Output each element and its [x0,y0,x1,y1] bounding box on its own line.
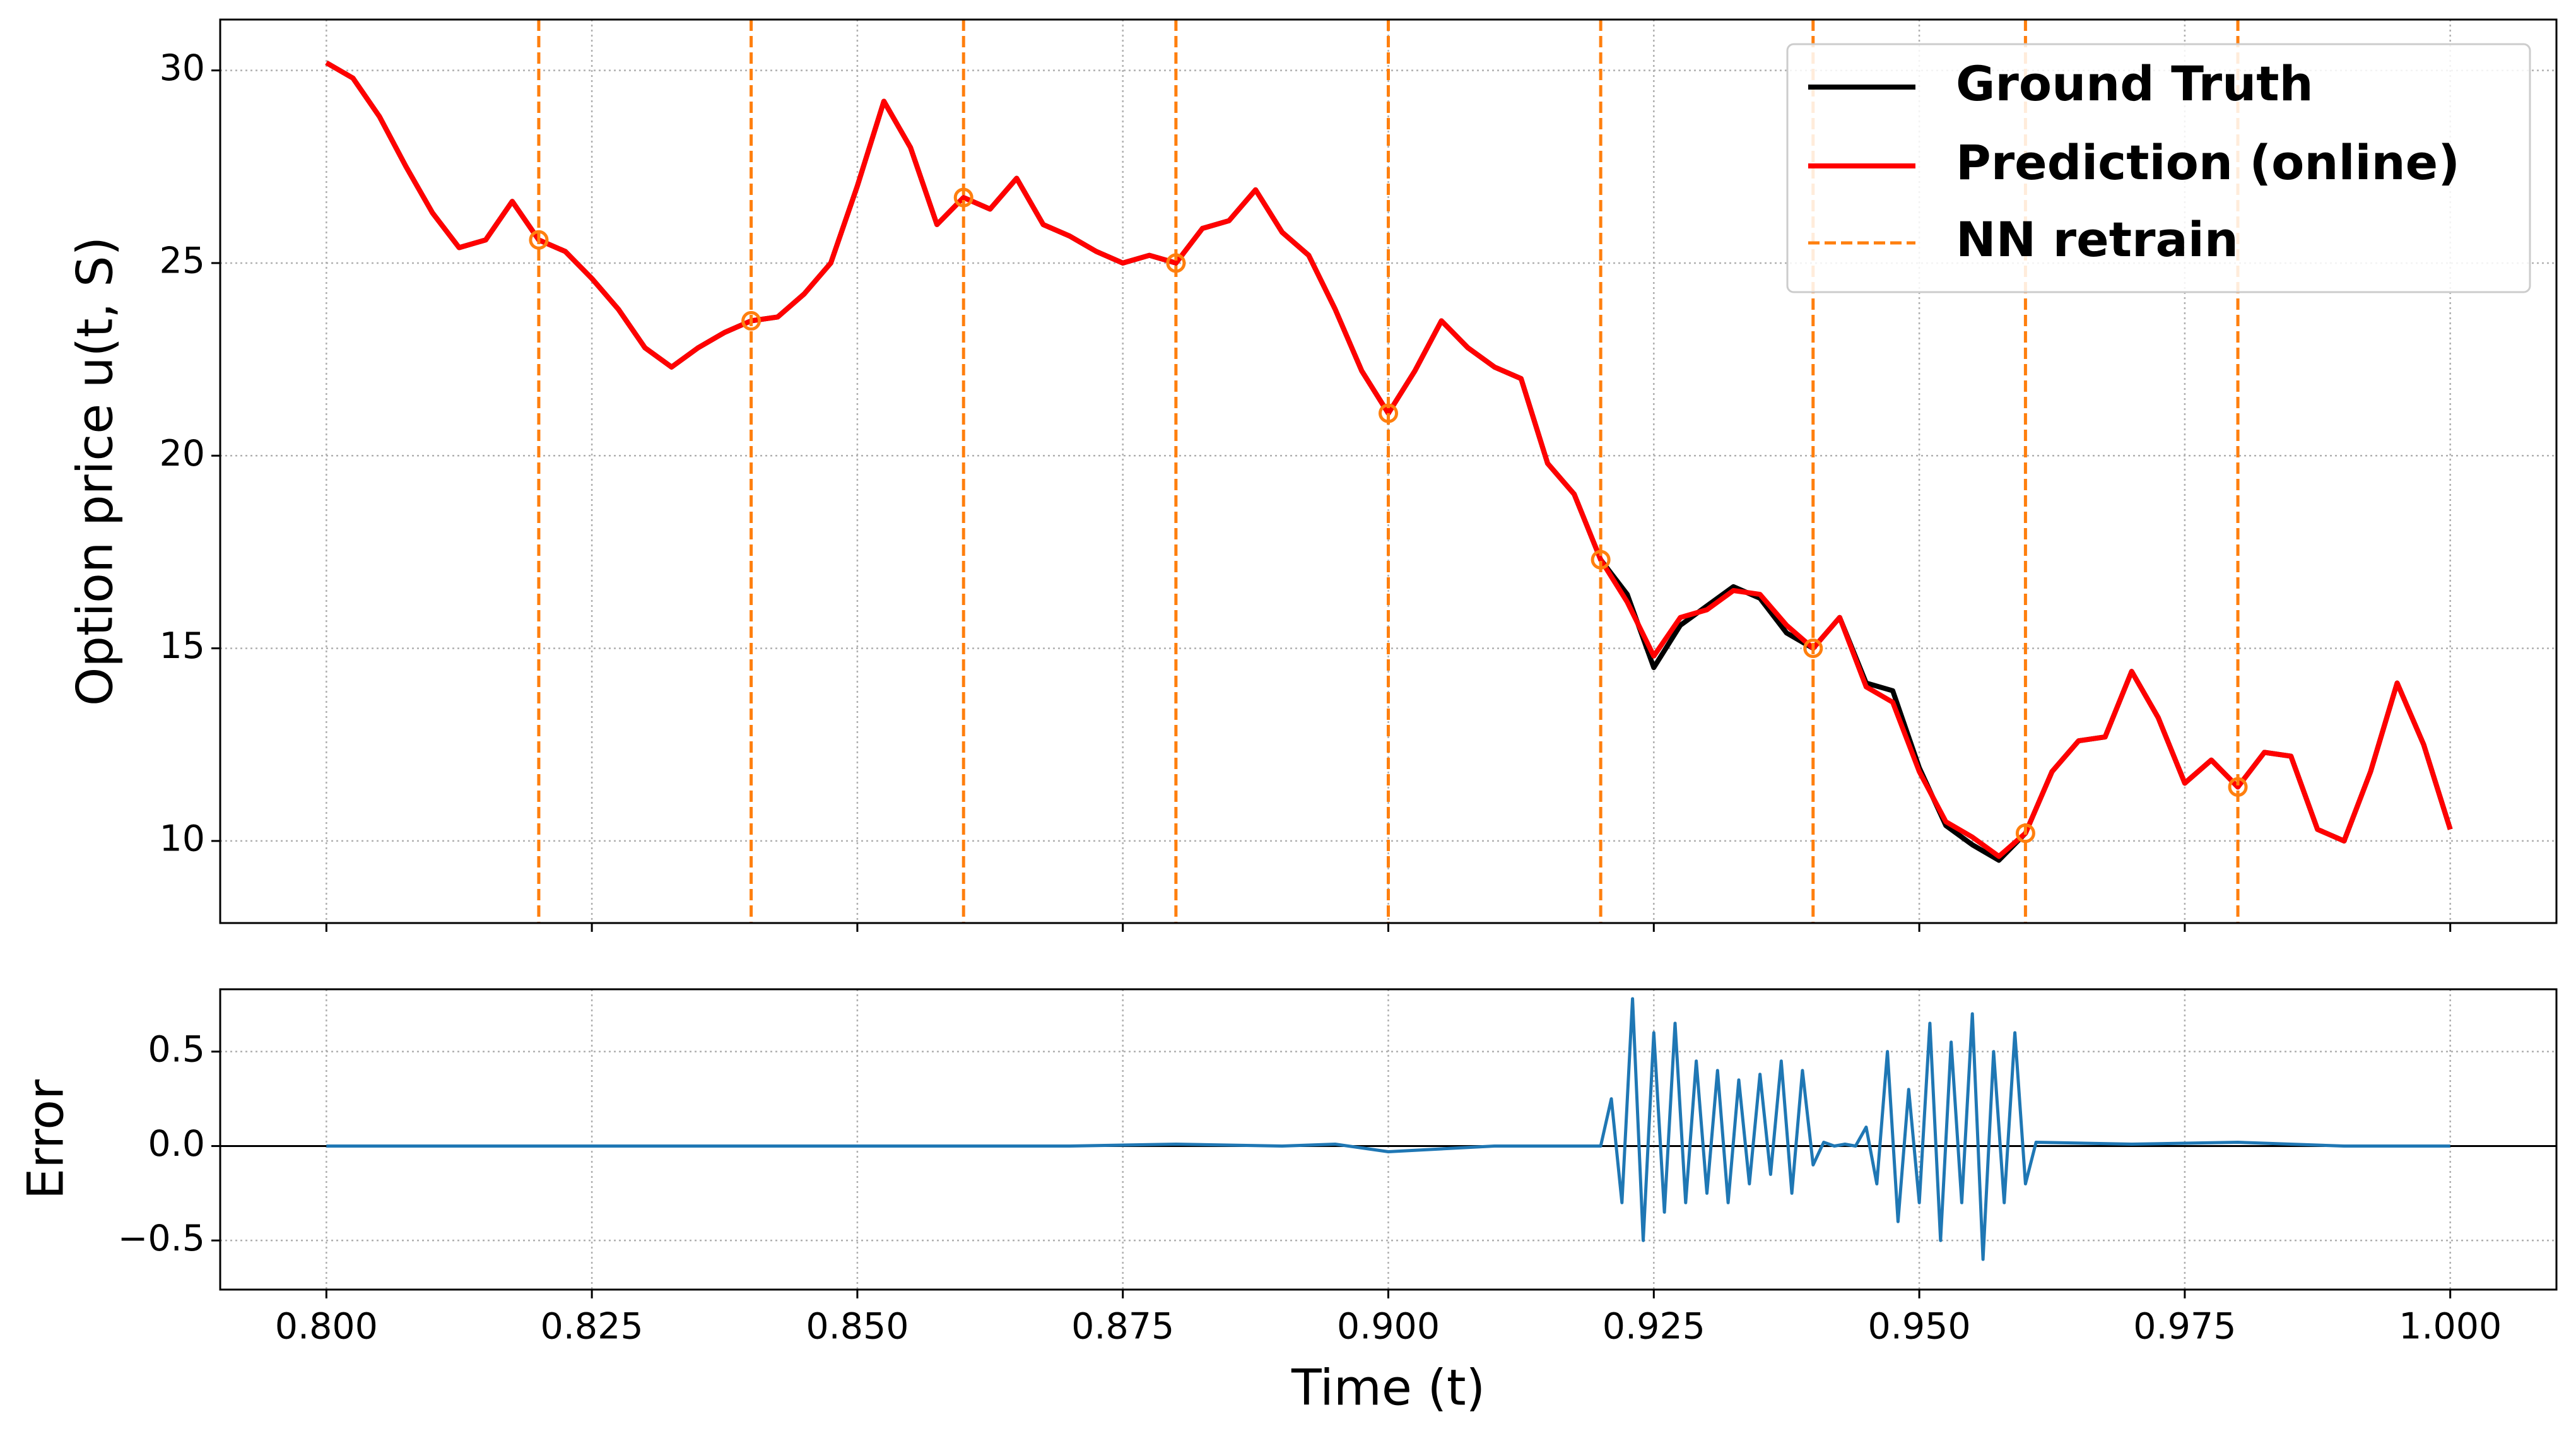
y-axis-label: Error [18,1079,74,1199]
legend-label: NN retrain [1956,211,2238,268]
x-tick-label: 0.825 [541,1306,644,1348]
retrain-marker [1803,638,1823,659]
legend-box [1786,43,2531,293]
retrain-marker [1379,403,1398,423]
y-tick-label: 25 [159,240,205,282]
y-tick-label: −0.5 [118,1218,205,1259]
legend-label: Prediction (online) [1956,134,2460,191]
x-axis-label: Time (t) [1291,1360,1485,1416]
retrain-marker [2015,823,2035,844]
x-tick-label: 0.850 [806,1306,909,1348]
x-tick-label: 1.000 [2399,1306,2502,1348]
legend-label: Ground Truth [1956,56,2314,112]
retrain-marker [529,230,549,250]
y-tick-label: 0.5 [148,1028,205,1070]
x-tick-label: 0.900 [1337,1306,1440,1348]
axes-frame [219,18,2558,924]
y-tick-label: 10 [159,818,205,860]
x-tick-label: 0.800 [275,1306,378,1348]
axes-frame [219,988,2558,1291]
y-tick-label: 0.0 [148,1123,205,1165]
retrain-marker [1591,550,1611,570]
x-tick-label: 0.925 [1603,1306,1705,1348]
x-tick-label: 0.950 [1867,1306,1970,1348]
retrain-marker [2228,777,2248,797]
y-axis-label: Option price u(t, S) [67,237,124,706]
series-line [326,997,2450,1261]
y-tick-label: 15 [159,625,205,667]
y-tick-label: 30 [159,47,205,89]
x-tick-label: 0.975 [2133,1306,2236,1348]
retrain-marker [1166,253,1186,273]
retrain-marker [741,311,762,331]
x-tick-label: 0.875 [1071,1306,1174,1348]
y-tick-label: 20 [159,433,205,474]
retrain-marker [953,187,973,208]
